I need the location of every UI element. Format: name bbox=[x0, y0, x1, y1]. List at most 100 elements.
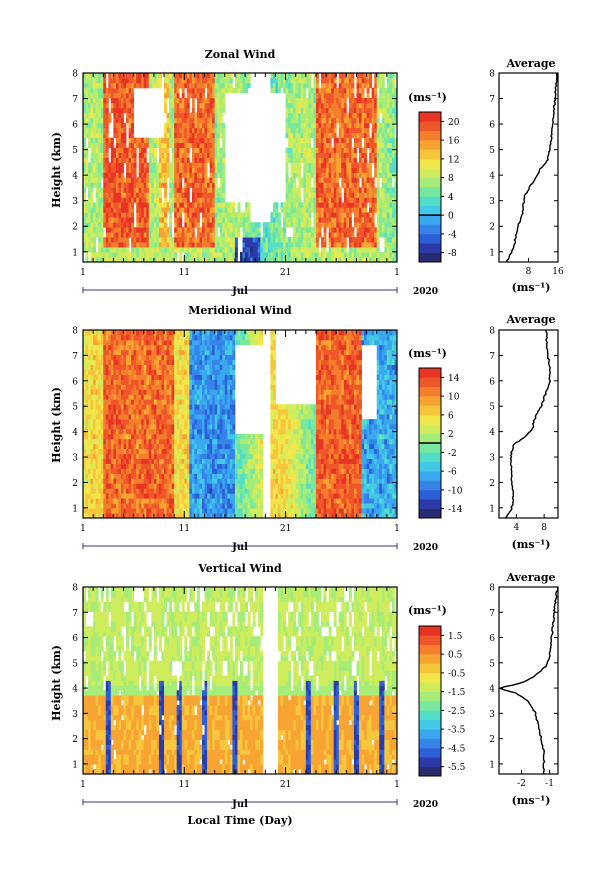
heatmap-cell bbox=[93, 177, 97, 183]
heatmap-cell bbox=[212, 107, 216, 114]
heatmap-cell bbox=[376, 237, 380, 243]
heatmap-cell bbox=[232, 237, 236, 243]
heatmap-cell bbox=[194, 92, 198, 99]
heatmap-cell bbox=[90, 127, 94, 134]
heatmap-cell bbox=[151, 257, 155, 263]
heatmap-cell bbox=[245, 73, 248, 79]
heatmap-cell bbox=[338, 202, 342, 208]
heatmap-cell bbox=[141, 414, 145, 420]
heatmap-cell bbox=[143, 227, 147, 233]
heatmap-cell bbox=[156, 473, 160, 479]
heatmap-cell bbox=[103, 453, 107, 460]
heatmap-cell bbox=[153, 503, 157, 509]
heatmap-cell bbox=[247, 232, 251, 238]
heatmap-cell bbox=[85, 468, 89, 474]
heatmap-cell bbox=[290, 77, 294, 84]
heatmap-cell bbox=[391, 212, 395, 218]
heatmap-cell bbox=[108, 374, 112, 380]
heatmap-cell bbox=[366, 117, 370, 124]
heatmap-cell bbox=[128, 87, 132, 94]
heatmap-cell bbox=[171, 137, 175, 144]
heatmap-cell bbox=[348, 177, 352, 183]
heatmap-cell bbox=[202, 192, 205, 198]
heatmap-cell bbox=[212, 177, 216, 183]
heatmap-cell bbox=[153, 463, 157, 469]
heatmap-cell bbox=[166, 112, 170, 119]
heatmap-cell bbox=[100, 237, 104, 243]
heatmap-cell bbox=[110, 409, 114, 415]
heatmap-cell bbox=[158, 162, 162, 168]
heatmap-cell bbox=[308, 147, 312, 153]
heatmap-cell bbox=[313, 192, 317, 198]
heatmap-cell bbox=[176, 82, 180, 89]
heatmap-cell bbox=[212, 187, 216, 193]
heatmap-cell bbox=[143, 257, 147, 263]
heatmap-cell bbox=[153, 257, 157, 263]
heatmap-cell bbox=[328, 127, 332, 134]
heatmap-cell bbox=[313, 217, 317, 223]
heatmap-cell bbox=[105, 192, 109, 198]
heatmap-cell bbox=[222, 187, 226, 193]
heatmap-cell bbox=[331, 147, 335, 153]
heatmap-cell bbox=[288, 142, 292, 148]
heatmap-cell bbox=[222, 137, 226, 144]
heatmap-cell bbox=[191, 162, 195, 168]
heatmap-cell bbox=[95, 419, 99, 425]
heatmap-cell bbox=[85, 147, 89, 153]
heatmap-cell bbox=[237, 87, 241, 94]
heatmap-cell bbox=[120, 142, 124, 148]
panel-title: Meridional Wind bbox=[188, 304, 292, 317]
heatmap-cell bbox=[275, 257, 279, 263]
heatmap-cell bbox=[389, 182, 393, 188]
heatmap-cell bbox=[227, 227, 231, 233]
heatmap-cell bbox=[153, 508, 157, 514]
heatmap-cell bbox=[212, 132, 216, 139]
heatmap-cell bbox=[189, 217, 193, 223]
heatmap-cell bbox=[391, 77, 395, 84]
heatmap-cell bbox=[90, 232, 94, 238]
heatmap-cell bbox=[386, 73, 390, 79]
heatmap-cell bbox=[374, 247, 378, 253]
heatmap-cell bbox=[229, 202, 233, 208]
heatmap-cell bbox=[321, 82, 324, 89]
heatmap-cell bbox=[184, 202, 188, 208]
heatmap-cell bbox=[338, 107, 342, 114]
heatmap-cell bbox=[361, 147, 365, 153]
heatmap-cell bbox=[321, 142, 324, 148]
heatmap-cell bbox=[181, 157, 185, 163]
heatmap-cell bbox=[128, 117, 132, 124]
heatmap-cell bbox=[88, 122, 91, 129]
heatmap-cell bbox=[219, 107, 223, 114]
heatmap-cell bbox=[93, 137, 97, 144]
heatmap-cell bbox=[318, 172, 322, 178]
heatmap-cell bbox=[212, 142, 216, 148]
heatmap-cell bbox=[318, 117, 322, 124]
heatmap-cell bbox=[166, 202, 170, 208]
heatmap-cell bbox=[381, 202, 385, 208]
heatmap-cell bbox=[242, 87, 246, 94]
heatmap-cell bbox=[323, 162, 327, 168]
heatmap-cell bbox=[128, 157, 132, 163]
heatmap-cell bbox=[204, 82, 208, 89]
heatmap-cell bbox=[85, 212, 89, 218]
heatmap-cell bbox=[83, 488, 86, 494]
heatmap-cell bbox=[128, 112, 132, 119]
heatmap-cell bbox=[394, 247, 398, 253]
heatmap-cell bbox=[113, 339, 117, 346]
heatmap-cell bbox=[290, 87, 294, 94]
heatmap-cell bbox=[328, 232, 332, 238]
heatmap-cell bbox=[207, 73, 211, 79]
heatmap-cell bbox=[288, 217, 292, 223]
heatmap-cell bbox=[308, 87, 312, 94]
heatmap-cell bbox=[169, 132, 173, 139]
heatmap-cell bbox=[391, 187, 395, 193]
heatmap-cell bbox=[138, 177, 142, 183]
heatmap-cell bbox=[120, 463, 124, 469]
heatmap-cell bbox=[153, 354, 157, 361]
heatmap-cell bbox=[113, 364, 117, 370]
heatmap-cell bbox=[143, 448, 147, 455]
heatmap-cell bbox=[351, 122, 355, 129]
heatmap-cell bbox=[310, 207, 314, 213]
heatmap-cell bbox=[321, 222, 324, 228]
heatmap-cell bbox=[115, 172, 119, 178]
